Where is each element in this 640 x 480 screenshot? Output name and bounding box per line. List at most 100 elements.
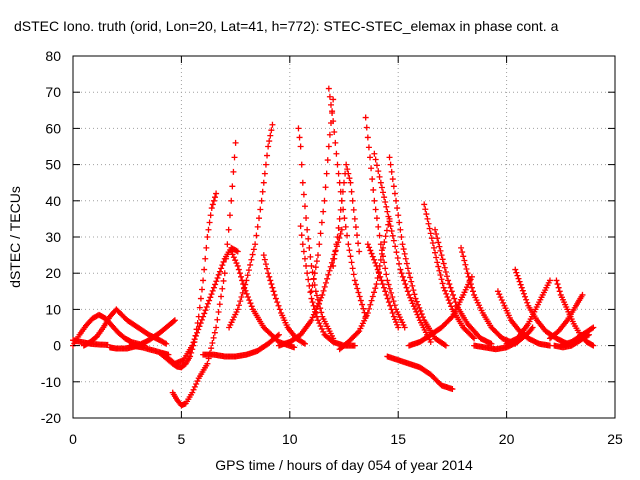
data-point	[381, 239, 388, 246]
data-point	[355, 240, 362, 247]
data-point	[194, 329, 201, 336]
data-point	[446, 281, 453, 288]
data-point	[433, 230, 440, 237]
series-track	[226, 121, 276, 331]
data-point	[469, 288, 476, 295]
data-point	[317, 323, 324, 330]
series-track	[364, 241, 402, 331]
data-point	[365, 144, 372, 151]
data-point	[297, 223, 304, 230]
data-point	[435, 263, 442, 270]
data-point	[163, 340, 170, 347]
data-point	[308, 317, 315, 324]
series-track	[308, 96, 337, 295]
data-point	[234, 262, 241, 269]
data-point	[161, 340, 168, 347]
data-point	[462, 261, 469, 268]
data-point	[401, 324, 408, 331]
data-point	[309, 299, 316, 306]
data-point	[413, 298, 420, 305]
data-point	[391, 316, 398, 323]
data-point	[334, 234, 341, 240]
data-point	[231, 154, 238, 161]
data-point	[269, 284, 276, 291]
data-point	[267, 132, 274, 139]
data-point	[328, 259, 335, 266]
data-point	[415, 301, 422, 308]
data-point	[389, 232, 396, 239]
data-point	[207, 212, 214, 219]
data-point	[264, 265, 271, 272]
data-point	[305, 235, 312, 242]
data-point	[252, 241, 259, 248]
data-point	[236, 270, 243, 277]
data-point	[437, 247, 444, 254]
data-point	[500, 299, 507, 306]
y-tick-label: 60	[45, 120, 61, 136]
data-point	[590, 342, 597, 349]
data-point	[322, 279, 329, 286]
data-point	[371, 150, 378, 157]
data-point	[308, 295, 315, 302]
data-point	[308, 262, 315, 269]
data-point	[213, 324, 220, 331]
data-point	[381, 194, 388, 201]
data-point	[242, 287, 249, 294]
data-point	[351, 277, 358, 284]
data-point	[331, 129, 338, 136]
data-point	[461, 257, 468, 264]
data-point	[320, 208, 327, 215]
data-point	[396, 260, 403, 267]
data-point	[441, 341, 448, 348]
series-track	[362, 114, 408, 331]
data-point	[446, 300, 453, 307]
data-point	[394, 321, 401, 328]
data-point	[197, 295, 204, 302]
data-point	[330, 335, 337, 342]
data-point	[434, 259, 441, 266]
data-point	[291, 344, 298, 351]
data-point	[198, 286, 205, 293]
data-point	[240, 281, 247, 288]
data-point	[402, 281, 409, 288]
data-point	[301, 255, 308, 262]
series-track	[260, 252, 308, 347]
data-point	[316, 241, 323, 248]
data-point	[448, 303, 455, 310]
data-point	[371, 289, 378, 296]
data-point	[346, 175, 353, 182]
data-point	[316, 300, 323, 307]
data-point	[387, 223, 394, 230]
data-point	[468, 284, 475, 291]
data-point	[360, 305, 367, 312]
data-point	[298, 232, 305, 239]
data-point	[194, 378, 201, 385]
data-point	[589, 325, 596, 332]
data-point	[417, 307, 424, 314]
data-point	[200, 313, 207, 320]
data-point	[388, 306, 395, 313]
data-point	[196, 304, 203, 311]
data-point	[312, 310, 319, 317]
x-axis-label: GPS time / hours of day 054 of year 2014	[215, 457, 473, 473]
data-point	[189, 389, 196, 396]
data-point	[370, 186, 377, 193]
data-point	[314, 317, 321, 324]
series-track	[371, 150, 434, 345]
data-point	[359, 301, 366, 308]
data-point	[220, 277, 227, 284]
data-point	[270, 288, 277, 295]
data-point	[260, 252, 267, 259]
data-point	[215, 271, 222, 278]
data-point	[206, 219, 213, 226]
data-point	[349, 197, 356, 204]
data-point	[409, 282, 416, 289]
data-point	[235, 266, 242, 273]
data-point	[258, 197, 265, 204]
y-tick-label: 20	[45, 265, 61, 281]
data-point	[276, 306, 283, 313]
data-point	[452, 299, 459, 306]
data-point	[406, 270, 413, 277]
data-point	[449, 386, 456, 393]
y-tick-label: 80	[45, 48, 61, 64]
